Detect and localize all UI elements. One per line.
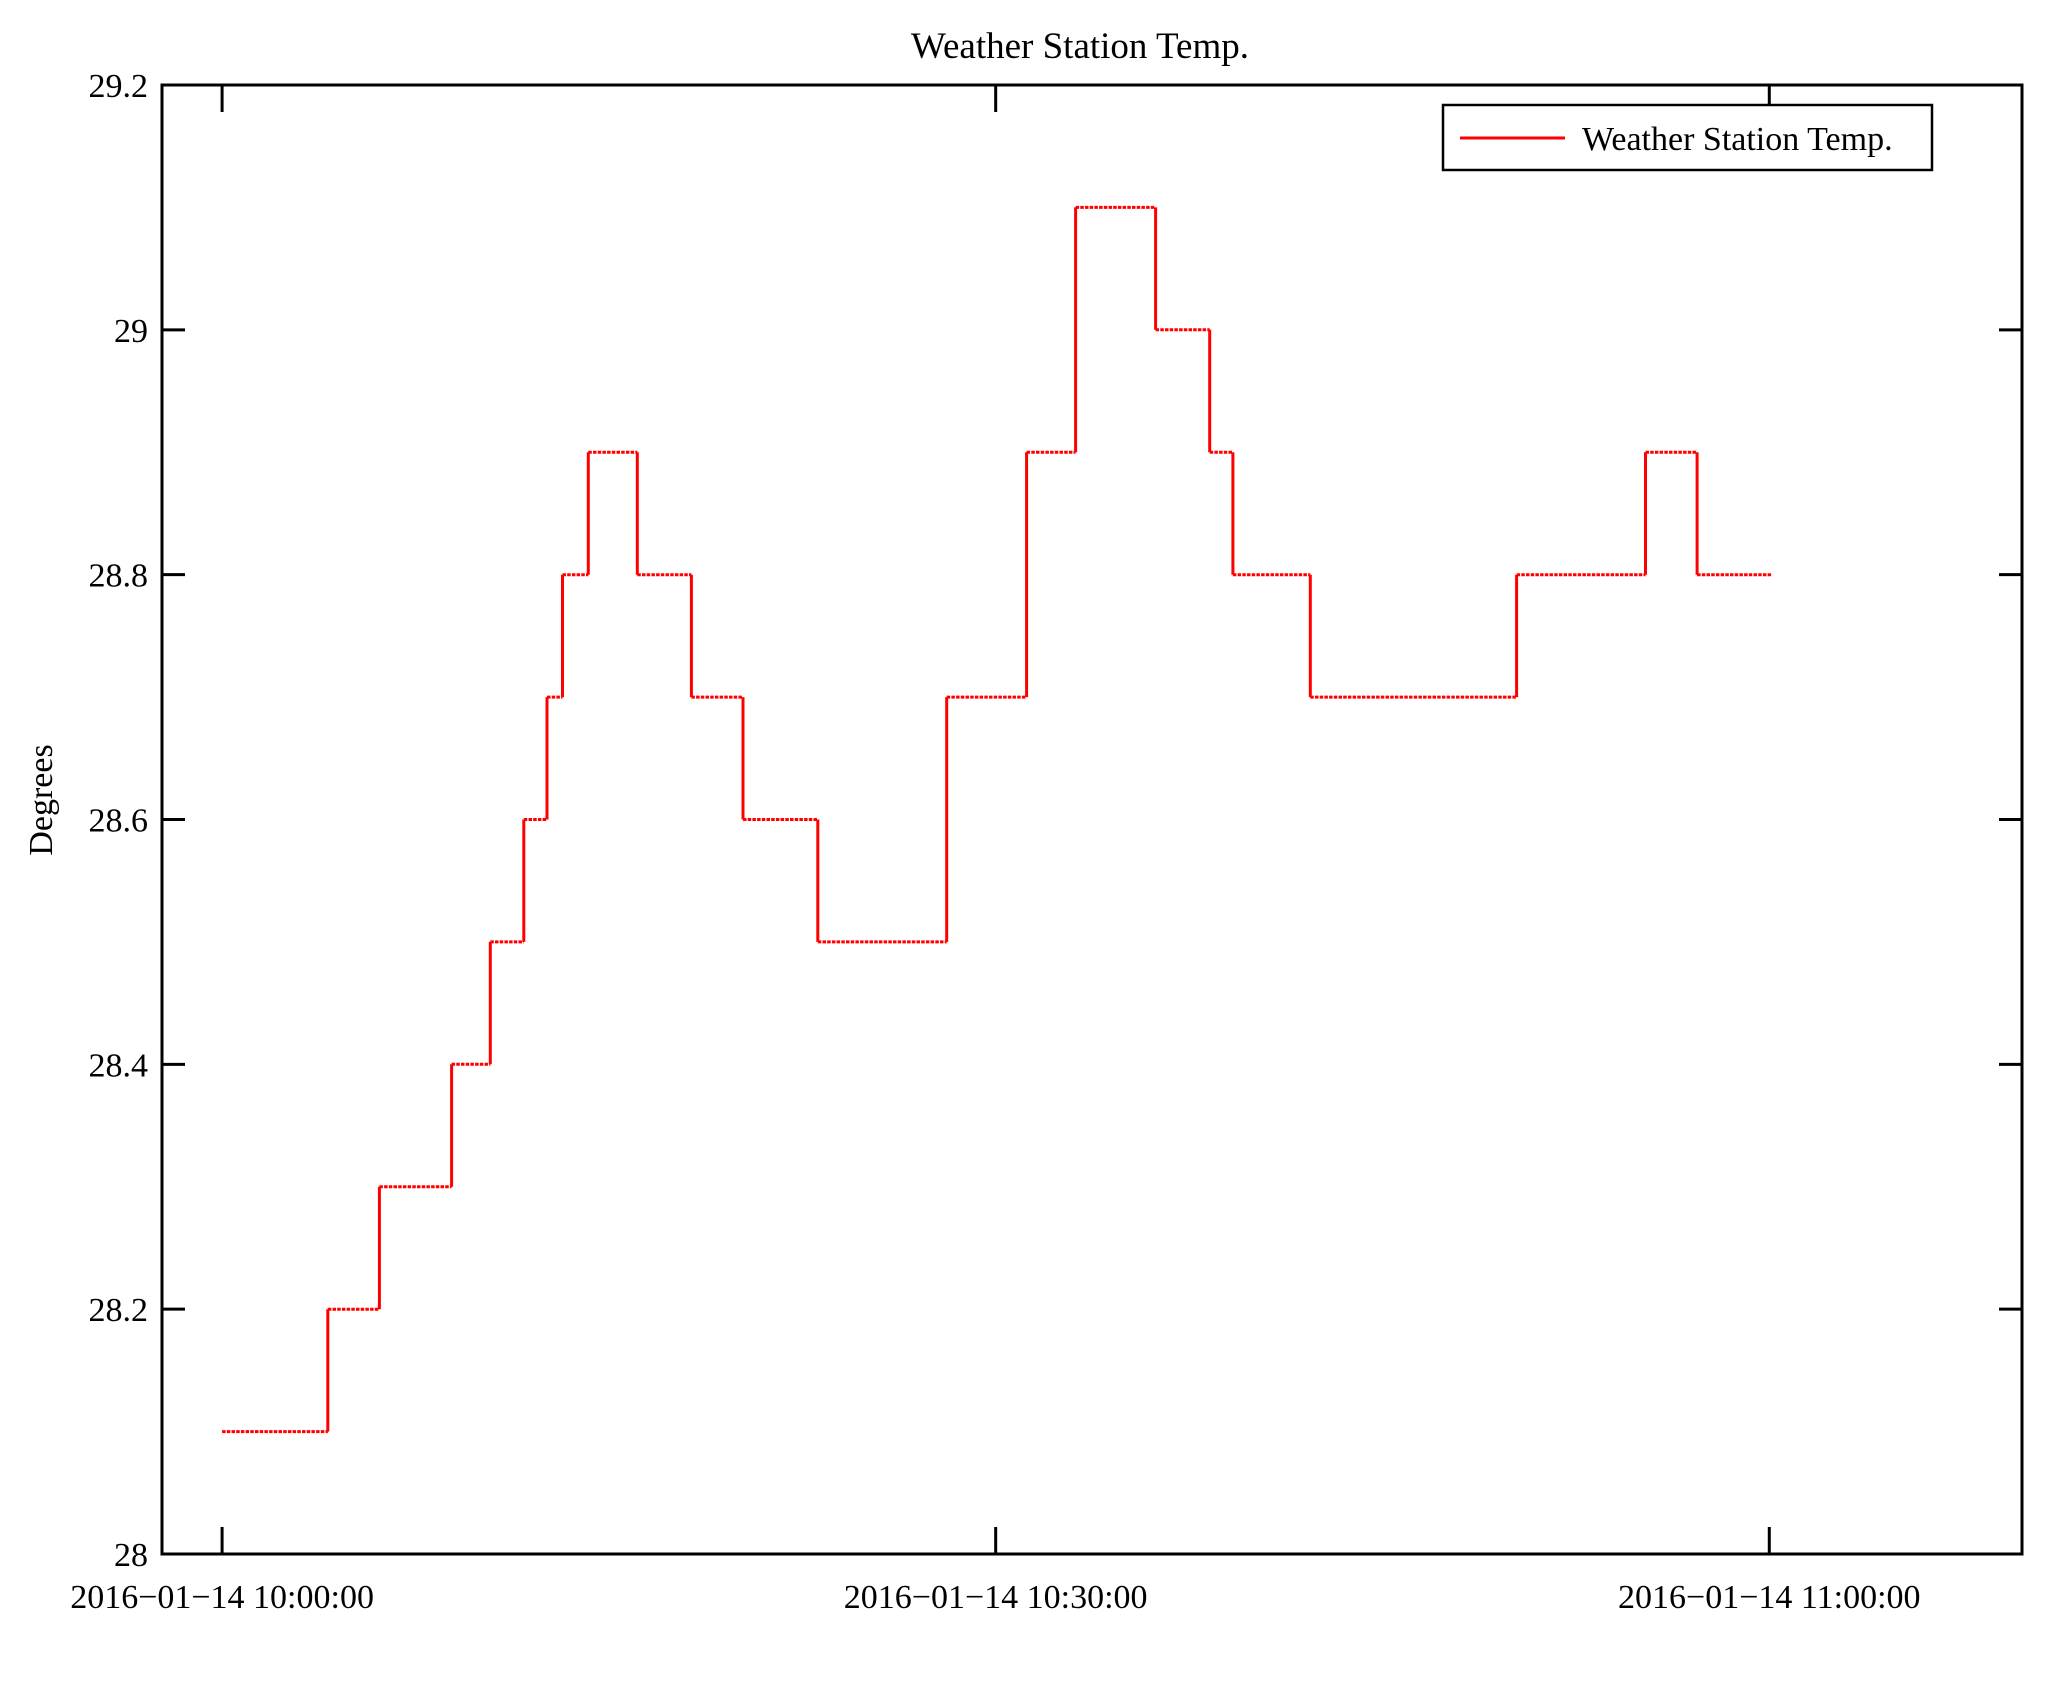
y-tick-label: 28.4 <box>89 1047 149 1084</box>
y-tick-label: 28.6 <box>89 803 149 840</box>
y-tick-label: 28.2 <box>89 1292 149 1329</box>
x-tick-label: 2016−01−14 10:30:00 <box>844 1579 1148 1616</box>
x-tick-label: 2016−01−14 10:00:00 <box>70 1579 374 1616</box>
legend-entry-label: Weather Station Temp. <box>1582 121 1893 158</box>
plot-frame <box>160 83 2024 1556</box>
chart-title: Weather Station Temp. <box>911 26 1249 67</box>
x-axis-ticks: 2016−01−14 10:00:00 2016−01−14 10:30:00 20… <box>70 86 1921 1616</box>
y-tick-label: 28.8 <box>89 558 149 595</box>
y-tick-label: 29 <box>114 313 148 350</box>
y-tick-label: 29.2 <box>89 68 149 105</box>
x-tick-label: 2016−01−14 11:00:00 <box>1618 1579 1920 1616</box>
legend: Weather Station Temp. <box>1441 103 1934 172</box>
y-tick-label: 28 <box>114 1537 148 1574</box>
series-vertical-segments <box>326 207 1699 1432</box>
series-horizontal-segments <box>222 205 1772 1434</box>
temperature-step-line <box>222 205 1772 1434</box>
y-axis-label: Degrees <box>23 744 60 855</box>
y-axis-ticks: 28 28.2 28.4 28.6 28.8 29 29.2 <box>89 68 2021 1574</box>
